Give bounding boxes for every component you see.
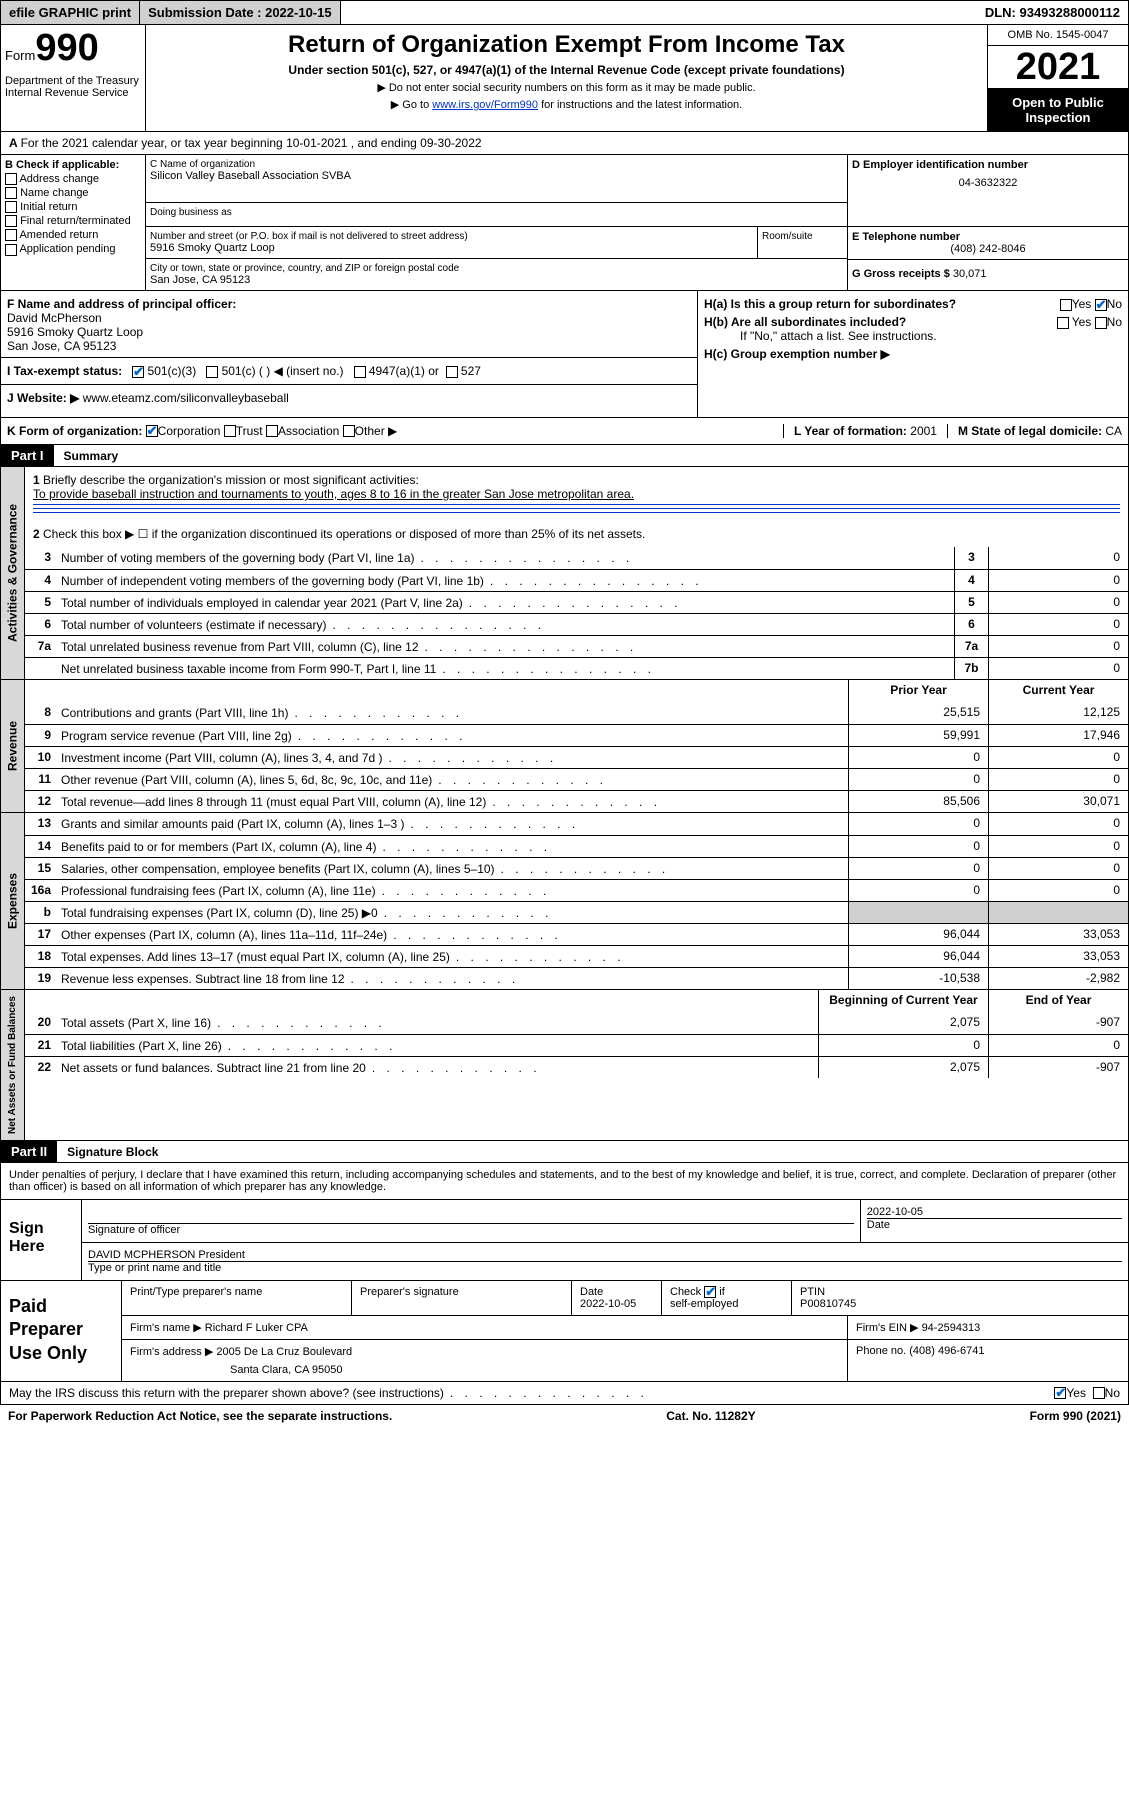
tab-expenses: Expenses [1,813,25,989]
firm-phone: (408) 496-6741 [909,1345,984,1357]
table-row: 11 Other revenue (Part VIII, column (A),… [25,768,1128,790]
prep-date: 2022-10-05 [580,1298,636,1310]
cb-group-no[interactable] [1095,299,1107,311]
org-city: San Jose, CA 95123 [150,274,843,286]
tab-revenue: Revenue [1,680,25,812]
table-row: 12 Total revenue—add lines 8 through 11 … [25,790,1128,812]
table-row: 7a Total unrelated business revenue from… [25,635,1128,657]
cb-corp[interactable] [146,425,158,437]
form-word: Form [5,48,35,63]
gross-receipts: 30,071 [953,268,987,280]
cb-pending: Application pending [5,243,141,255]
part1-header: Part I [1,445,54,466]
website: www.eteamz.com/siliconvalleybaseball [83,391,289,405]
table-row: 4 Number of independent voting members o… [25,569,1128,591]
top-bar: efile GRAPHIC print Submission Date : 20… [0,0,1129,25]
inspection-badge: Open to Public Inspection [988,89,1128,131]
note-ssn: ▶ Do not enter social security numbers o… [152,81,981,94]
table-row: 20 Total assets (Part X, line 16). . . .… [25,1012,1128,1034]
part2-header: Part II [1,1141,57,1162]
org-address: 5916 Smoky Quartz Loop [150,242,753,254]
revenue-section: Revenue Prior Year Current Year 8 Contri… [0,680,1129,813]
form-ref: Form 990 (2021) [1030,1409,1121,1423]
cb-self-employed[interactable] [704,1286,716,1298]
state-domicile: CA [1105,424,1122,438]
table-row: 6 Total number of volunteers (estimate i… [25,613,1128,635]
org-name: Silicon Valley Baseball Association SVBA [150,170,843,182]
table-row: 21 Total liabilities (Part X, line 26). … [25,1034,1128,1056]
tax-year: 2021 [988,46,1128,89]
net-assets-section: Net Assets or Fund Balances Beginning of… [0,990,1129,1141]
table-row: 22 Net assets or fund balances. Subtract… [25,1056,1128,1078]
table-row: 16a Professional fundraising fees (Part … [25,879,1128,901]
cat-no: Cat. No. 11282Y [666,1409,755,1423]
ptin: P00810745 [800,1298,856,1310]
firm-name: Richard F Luker CPA [205,1322,308,1334]
table-row: 9 Program service revenue (Part VIII, li… [25,724,1128,746]
footer: For Paperwork Reduction Act Notice, see … [0,1405,1129,1427]
org-phone: (408) 242-8046 [852,243,1124,255]
form-title: Return of Organization Exempt From Incom… [152,31,981,59]
table-row: 8 Contributions and grants (Part VIII, l… [25,702,1128,724]
cb-name: Name change [5,187,141,199]
tab-governance: Activities & Governance [1,467,25,679]
table-row: 13 Grants and similar amounts paid (Part… [25,813,1128,835]
form-header: Form990 Department of the TreasuryIntern… [0,25,1129,132]
section-a: A For the 2021 calendar year, or tax yea… [0,132,1129,155]
row-klm: K Form of organization: Corporation Trus… [0,418,1129,445]
omb: OMB No. 1545-0047 [988,25,1128,46]
table-row: 15 Salaries, other compensation, employe… [25,857,1128,879]
officer-name: David McPherson [7,311,691,325]
cb-501c3[interactable] [132,366,144,378]
irs-discuss: May the IRS discuss this return with the… [0,1382,1129,1405]
table-row: 10 Investment income (Part VIII, column … [25,746,1128,768]
table-row: 5 Total number of individuals employed i… [25,591,1128,613]
cb-initial: Initial return [5,201,141,213]
table-row: Net unrelated business taxable income fr… [25,657,1128,679]
col-b: B Check if applicable: Address change Na… [1,155,146,290]
table-row: 19 Revenue less expenses. Subtract line … [25,967,1128,989]
table-row: b Total fundraising expenses (Part IX, c… [25,901,1128,923]
ein: 04-3632322 [852,177,1124,189]
mission: To provide baseball instruction and tour… [33,487,1120,501]
officer-signed: DAVID MCPHERSON President [88,1249,1122,1261]
form-subtitle: Under section 501(c), 527, or 4947(a)(1)… [152,63,981,77]
efile-button[interactable]: efile GRAPHIC print [1,1,140,24]
declaration: Under penalties of perjury, I declare th… [0,1163,1129,1200]
submission-date: Submission Date : 2022-10-15 [140,1,341,24]
form-number: 990 [35,27,98,69]
cb-address: Address change [5,173,141,185]
expenses-section: Expenses 13 Grants and similar amounts p… [0,813,1129,990]
table-row: 14 Benefits paid to or for members (Part… [25,835,1128,857]
preparer-section: Paid Preparer Use Only Print/Type prepar… [0,1281,1129,1382]
table-row: 3 Number of voting members of the govern… [25,547,1128,569]
year-formation: 2001 [910,424,937,438]
table-row: 17 Other expenses (Part IX, column (A), … [25,923,1128,945]
irs-link[interactable]: www.irs.gov/Form990 [432,99,538,111]
dept: Department of the TreasuryInternal Reven… [5,67,141,99]
info-grid: B Check if applicable: Address change Na… [0,155,1129,291]
sign-section: Sign Here Signature of officer 2022-10-0… [0,1200,1129,1281]
row-fh: F Name and address of principal officer:… [0,291,1129,418]
cb-final: Final return/terminated [5,215,141,227]
activities-governance: Activities & Governance 1 Briefly descri… [0,467,1129,680]
tab-net-assets: Net Assets or Fund Balances [1,990,25,1140]
note-link: ▶ Go to www.irs.gov/Form990 for instruct… [152,98,981,111]
sign-date: 2022-10-05 [867,1206,1122,1218]
cb-amended: Amended return [5,229,141,241]
cb-discuss-yes[interactable] [1054,1387,1066,1399]
table-row: 18 Total expenses. Add lines 13–17 (must… [25,945,1128,967]
dln: DLN: 93493288000112 [977,1,1128,24]
firm-ein: 94-2594313 [922,1322,981,1334]
